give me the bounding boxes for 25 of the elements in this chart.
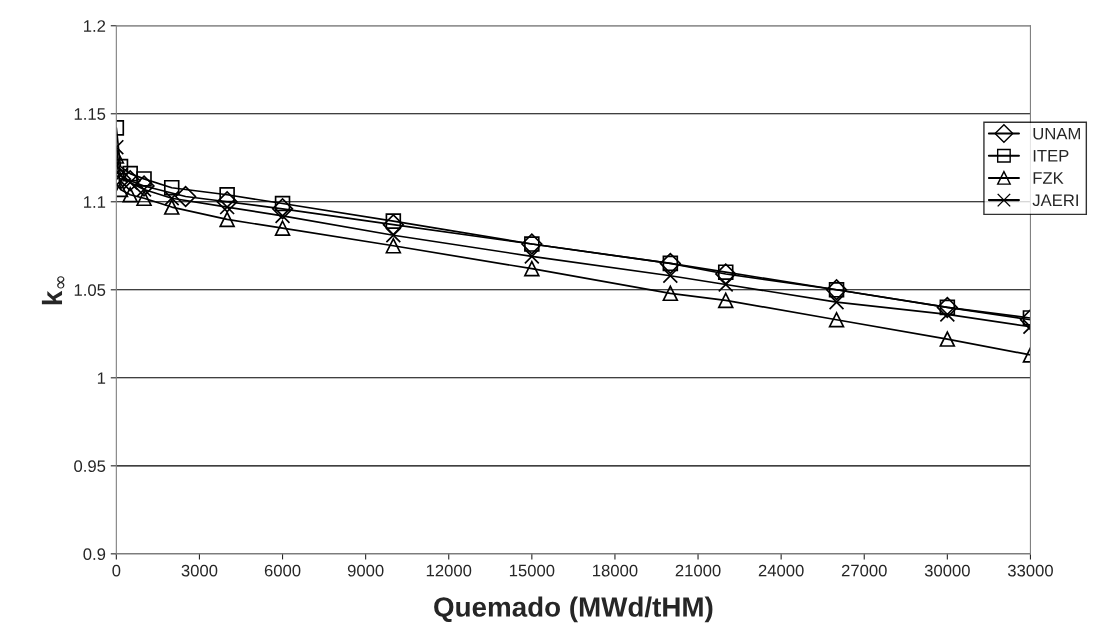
- x-tick-label: 9000: [347, 564, 384, 577]
- x-tick-label: 18000: [593, 564, 638, 577]
- y-tick-label: 1.05: [74, 284, 106, 296]
- y-tick-label: 1.1: [84, 196, 106, 208]
- x-axis-title: Quemado (MWd/tHM): [434, 596, 713, 623]
- x-tick-label: 24000: [758, 564, 804, 577]
- y-axis-title: k$_{∞}$: [41, 276, 65, 305]
- x-tick-label: 15000: [509, 564, 555, 577]
- y-tick-label: 1: [97, 372, 106, 384]
- y-tick-label: 1.15: [74, 108, 106, 120]
- x-tick-label: 12000: [426, 564, 472, 577]
- x-tick-label: 6000: [264, 564, 301, 577]
- y-tick-label: 0.95: [74, 460, 106, 473]
- y-tick-label: 1.2: [84, 20, 106, 32]
- x-tick-label: 0: [112, 564, 121, 577]
- x-tick-label: 21000: [675, 564, 721, 577]
- x-tick-label: 33000: [1007, 564, 1053, 577]
- x-tick-label: 27000: [841, 564, 887, 577]
- legend-label: UNAM: [1033, 127, 1080, 140]
- x-tick-label: 3000: [181, 564, 218, 577]
- legend-label: ITEP: [1033, 150, 1069, 162]
- legend-label: JAERI: [1032, 194, 1078, 207]
- y-tick-label: 0.9: [83, 548, 106, 561]
- legend-label: FZK: [1033, 172, 1064, 184]
- x-tick-label: 30000: [924, 564, 970, 577]
